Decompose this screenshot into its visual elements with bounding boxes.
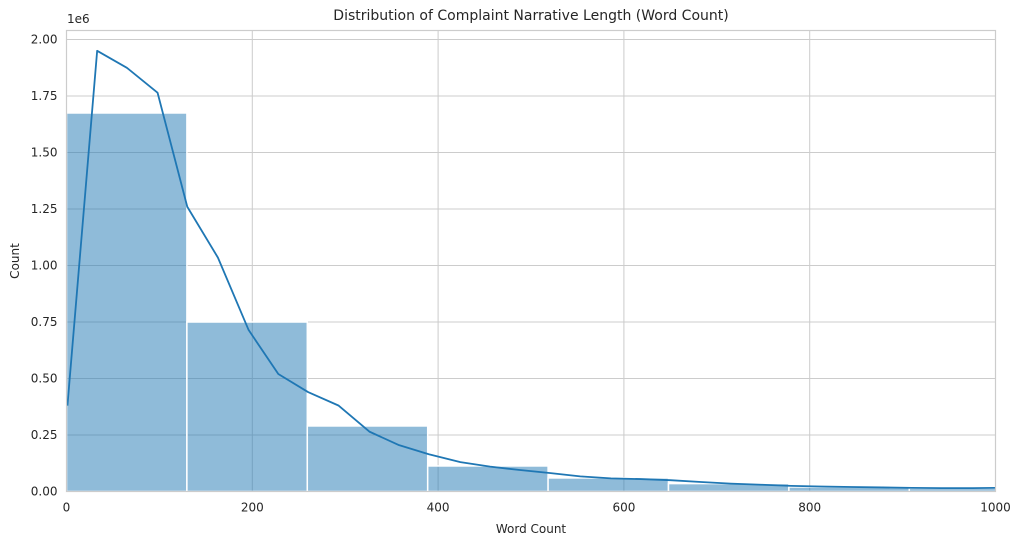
y-tick-label: 0.25 <box>31 428 58 442</box>
histogram-bar <box>428 466 548 492</box>
x-axis-label: Word Count <box>496 522 567 536</box>
chart-title: Distribution of Complaint Narrative Leng… <box>333 8 728 24</box>
histogram-bar <box>187 322 307 491</box>
x-tick-label: 800 <box>798 501 821 515</box>
y-tick-label: 1.75 <box>31 89 58 103</box>
y-tick-label: 0.50 <box>31 372 58 386</box>
x-tick-label: 600 <box>612 501 635 515</box>
x-tick-label: 200 <box>241 501 264 515</box>
y-tick-label: 1.25 <box>31 202 58 216</box>
x-tick-label: 400 <box>427 501 450 515</box>
x-tick-label: 1000 <box>980 501 1011 515</box>
x-axis-ticks: 0 200 400 600 800 1000 <box>63 501 1011 515</box>
histogram-bar <box>307 426 427 492</box>
y-axis-offset-text: 1e6 <box>67 12 90 26</box>
y-tick-label: 2.00 <box>31 33 58 47</box>
y-axis-label: Count <box>8 243 22 279</box>
y-tick-label: 0.75 <box>31 315 58 329</box>
y-tick-label: 0.00 <box>31 485 58 499</box>
y-tick-label: 1.50 <box>31 146 58 160</box>
y-axis-ticks: 0.00 0.25 0.50 0.75 1.00 1.25 1.50 1.75 2.00 <box>31 33 58 499</box>
x-tick-label: 0 <box>63 501 71 515</box>
histogram-bar <box>67 113 187 492</box>
y-tick-label: 1.00 <box>31 259 58 273</box>
